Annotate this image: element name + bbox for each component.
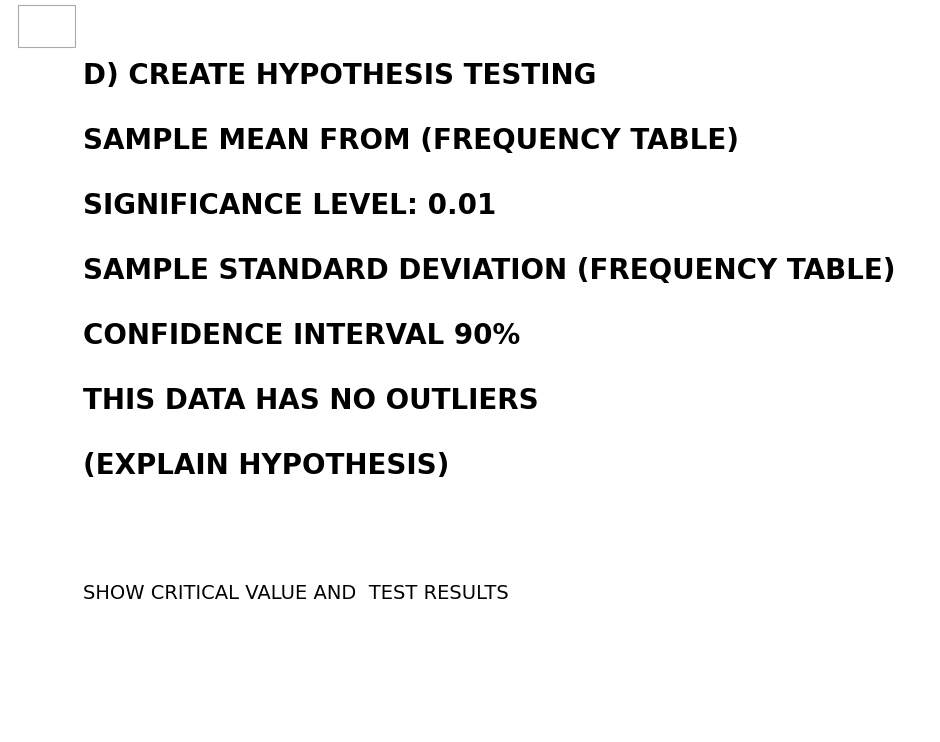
Text: THIS DATA HAS NO OUTLIERS: THIS DATA HAS NO OUTLIERS xyxy=(83,387,539,415)
Text: CONFIDENCE INTERVAL 90%: CONFIDENCE INTERVAL 90% xyxy=(83,322,520,350)
Bar xyxy=(18,5,75,47)
Text: SHOW CRITICAL VALUE AND  TEST RESULTS: SHOW CRITICAL VALUE AND TEST RESULTS xyxy=(83,584,509,603)
Text: SAMPLE STANDARD DEVIATION (FREQUENCY TABLE): SAMPLE STANDARD DEVIATION (FREQUENCY TAB… xyxy=(83,257,896,285)
Text: (EXPLAIN HYPOTHESIS): (EXPLAIN HYPOTHESIS) xyxy=(83,452,449,480)
Text: SAMPLE MEAN FROM (FREQUENCY TABLE): SAMPLE MEAN FROM (FREQUENCY TABLE) xyxy=(83,127,739,155)
Text: D) CREATE HYPOTHESIS TESTING: D) CREATE HYPOTHESIS TESTING xyxy=(83,62,596,90)
Text: SIGNIFICANCE LEVEL: 0.01: SIGNIFICANCE LEVEL: 0.01 xyxy=(83,192,496,220)
